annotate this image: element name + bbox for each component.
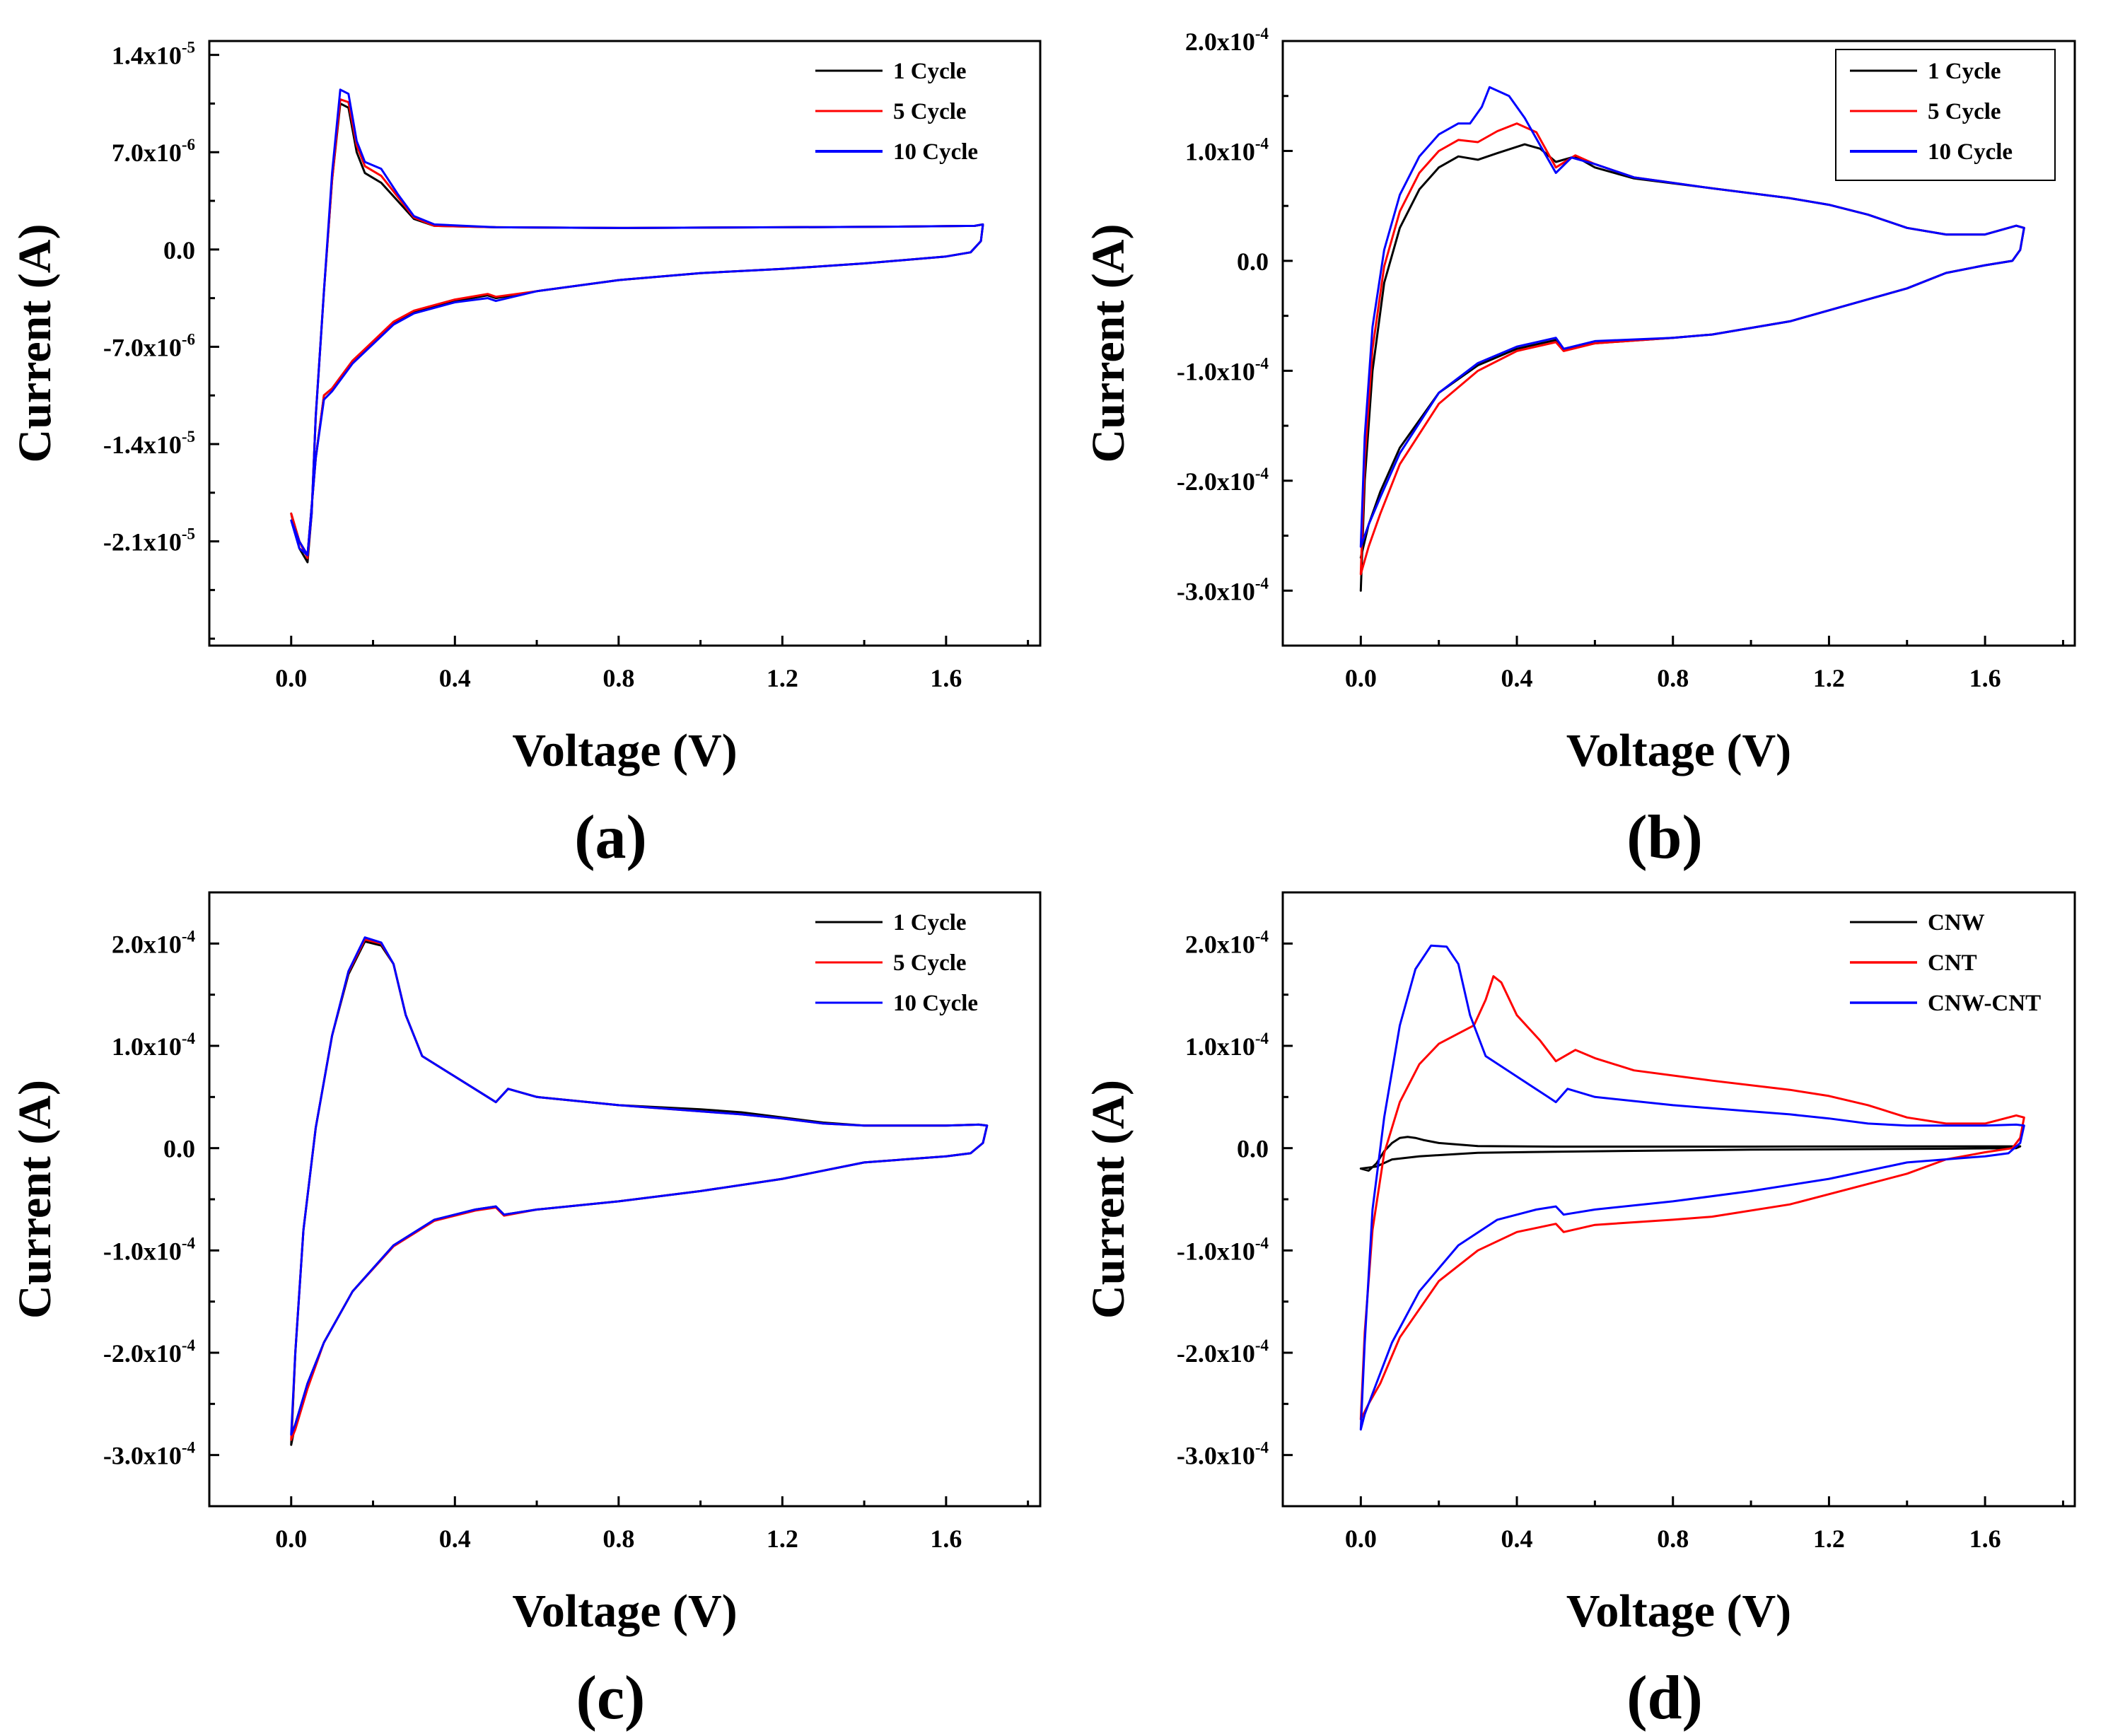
x-tick-label: 1.6 [1969, 664, 2001, 692]
y-tick-label: 0.0 [163, 236, 195, 264]
series-line-cnw-cnt [1359, 944, 2025, 1431]
y-tick-label: 0.0 [1237, 247, 1269, 276]
plot-frame [208, 891, 1042, 1508]
x-tick-label: 0.8 [602, 1525, 634, 1553]
x-tick-label: 1.2 [1813, 1525, 1845, 1553]
legend-label: CNT [1928, 950, 1977, 976]
x-tick-label: 0.4 [439, 664, 471, 692]
y-tick-label: -7.0x10-6 [103, 330, 195, 361]
legend-label: 10 Cycle [893, 991, 978, 1016]
legend-label: 5 Cycle [893, 950, 967, 976]
y-tick-label: 2.0x10-4 [1185, 927, 1269, 958]
y-tick-label: -3.0x10-4 [1177, 1439, 1269, 1470]
x-tick-label: 0.8 [1657, 1525, 1689, 1553]
y-tick-label: 0.0 [163, 1135, 195, 1163]
series-line-10-cycle [290, 936, 989, 1436]
series-line-5-cycle [1359, 122, 2025, 576]
legend-label: CNW-CNT [1928, 991, 2041, 1016]
y-tick-label: -1.0x10-4 [1177, 1234, 1269, 1265]
panel-b: 0.0 0.4 0.8 1.2 1.6 2.0x10-4 1.0x10-4 0.0 -1.0x1… [1083, 25, 2076, 872]
series-group [1359, 86, 2025, 592]
y-tick-label: -2.1x10-5 [103, 525, 195, 557]
series-line-1-cycle [290, 102, 984, 564]
y-tick-label: -3.0x10-4 [1177, 574, 1269, 605]
series-group [290, 88, 984, 564]
series-group [1359, 944, 2025, 1431]
series-group [290, 936, 989, 1446]
legend-label: 10 Cycle [1928, 139, 2013, 165]
plot-frame [1281, 891, 2076, 1508]
y-tick-label: -2.0x10-4 [1177, 1336, 1269, 1368]
panel-label: (a) [574, 803, 647, 872]
y-tick-label: 2.0x10-4 [112, 927, 196, 958]
x-tick-label: 0.4 [1501, 1525, 1533, 1553]
x-tick-label: 0.0 [275, 1525, 307, 1553]
series-line-10-cycle [1359, 86, 2025, 548]
x-axis-label: Voltage (V) [512, 1585, 737, 1637]
y-tick-label: -1.4x10-5 [103, 428, 195, 459]
y-tick-label: 2.0x10-4 [1185, 25, 1269, 56]
panel-label: (c) [576, 1664, 646, 1732]
y-tick-label: -2.0x10-4 [1177, 465, 1269, 496]
panel-label: (d) [1626, 1664, 1703, 1732]
series-line-1-cycle [290, 940, 989, 1446]
x-tick-label: 1.6 [1969, 1525, 2001, 1553]
x-tick-label: 0.8 [1657, 664, 1689, 692]
panel-label: (b) [1626, 803, 1703, 872]
series-line-5-cycle [290, 938, 989, 1441]
panel-a: 0.0 0.4 0.8 1.2 1.6 1.4x10-5 7.0x10-6 0.0 -7.0x1… [9, 39, 1042, 872]
y-axis-label: Current (A) [1083, 1080, 1134, 1319]
y-tick-label: 1.0x10-4 [112, 1030, 196, 1061]
x-axis-label: Voltage (V) [1566, 725, 1791, 776]
x-tick-label: 1.6 [930, 1525, 962, 1553]
x-tick-label: 0.4 [439, 1525, 471, 1553]
y-tick-label: -3.0x10-4 [103, 1439, 196, 1470]
x-tick-label: 0.8 [602, 664, 634, 692]
series-line-1-cycle [1359, 143, 2025, 592]
legend-label: 1 Cycle [1928, 59, 2001, 84]
legend-label: 1 Cycle [893, 910, 967, 936]
y-axis-label: Current (A) [9, 224, 61, 463]
series-line-10-cycle [290, 88, 984, 557]
plot-frame [208, 40, 1042, 647]
x-axis-label: Voltage (V) [512, 725, 737, 776]
y-axis-label: Current (A) [1083, 224, 1134, 463]
x-axis-label: Voltage (V) [1566, 1585, 1791, 1637]
panel-c: 0.0 0.4 0.8 1.2 1.6 2.0x10-4 1.0x10-4 0.0 -1.0x1… [9, 891, 1042, 1732]
legend-label: 5 Cycle [893, 99, 967, 124]
y-tick-label: 1.0x10-4 [1185, 1030, 1269, 1061]
legend-label: 10 Cycle [893, 139, 978, 165]
x-tick-label: 1.6 [930, 664, 962, 692]
plot-frame [1281, 40, 2076, 647]
y-tick-label: 1.0x10-4 [1185, 134, 1269, 165]
series-line-cnw [1359, 1136, 2022, 1172]
x-tick-label: 1.2 [767, 1525, 798, 1553]
x-tick-label: 0.0 [1345, 1525, 1377, 1553]
y-tick-label: 1.4x10-5 [112, 39, 195, 70]
y-axis-label: Current (A) [9, 1080, 61, 1319]
panel-d: 0.0 0.4 0.8 1.2 1.6 2.0x10-4 1.0x10-4 0.0 -1.0x1… [1083, 891, 2076, 1732]
x-tick-label: 1.2 [1813, 664, 1845, 692]
legend-label: 5 Cycle [1928, 99, 2001, 124]
legend-label: 1 Cycle [893, 59, 967, 84]
x-tick-label: 0.4 [1501, 664, 1533, 692]
series-line-5-cycle [290, 98, 984, 559]
y-tick-label: -1.0x10-4 [103, 1234, 196, 1265]
y-tick-label: -2.0x10-4 [103, 1336, 196, 1368]
y-tick-label: 0.0 [1237, 1135, 1269, 1163]
y-tick-label: 7.0x10-6 [112, 136, 195, 167]
x-tick-label: 1.2 [767, 664, 798, 692]
x-tick-label: 0.0 [275, 664, 307, 692]
series-line-cnt [1359, 975, 2025, 1421]
y-tick-label: -1.0x10-4 [1177, 354, 1269, 385]
legend-label: CNW [1928, 910, 1985, 936]
x-tick-label: 0.0 [1345, 664, 1377, 692]
